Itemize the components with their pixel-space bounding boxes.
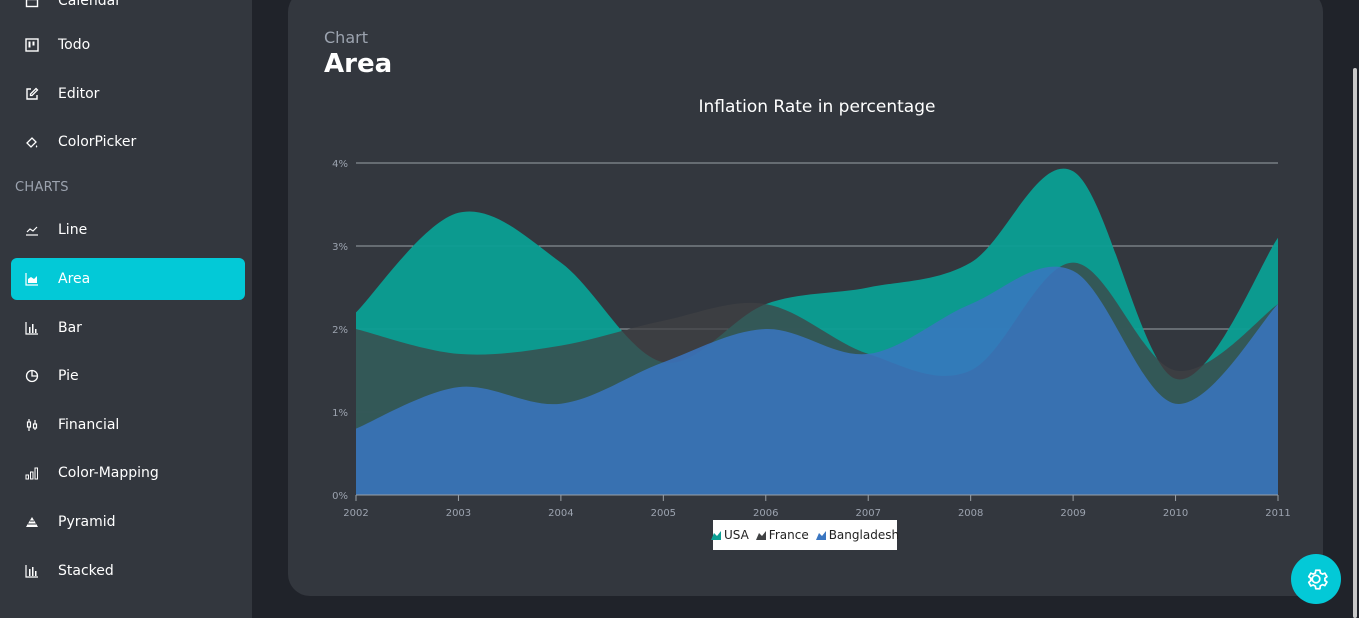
pie-chart-icon (25, 369, 39, 383)
sidebar-item-pie[interactable]: Pie (11, 355, 245, 397)
sidebar-item-label: Editor (58, 86, 100, 102)
candlestick-icon (25, 418, 39, 432)
x-tick-label: 2004 (548, 508, 573, 519)
color-mapping-icon (25, 466, 39, 480)
legend-bangladesh-area-icon (815, 530, 826, 540)
legend-usa-area-icon (710, 530, 721, 540)
y-tick-label: 3% (332, 242, 348, 253)
sidebar-item-label: Color-Mapping (58, 465, 159, 481)
x-tick-label: 2003 (446, 508, 471, 519)
legend-label-bangladesh: Bangladesh (828, 528, 900, 542)
sidebar-item-label: Financial (58, 417, 120, 433)
sidebar-item-stacked[interactable]: Stacked (11, 550, 245, 592)
bar-chart-icon (25, 321, 39, 335)
sidebar-item-line[interactable]: Line (11, 209, 245, 251)
x-tick-label: 2005 (651, 508, 676, 519)
area-chart: Inflation Rate in percentage 0% 1% 2% 3% 4% 20… (332, 97, 1291, 519)
sidebar-item-editor[interactable]: Editor (11, 73, 245, 115)
line-chart-icon (25, 223, 39, 237)
legend-label-france: France (768, 528, 809, 542)
legend-item-france[interactable]: France (755, 528, 809, 542)
x-tick-label: 2007 (855, 508, 880, 519)
sidebar-item-label: Todo (58, 37, 91, 53)
x-tick-label: 2009 (1060, 508, 1085, 519)
x-tick-label: 2008 (958, 508, 983, 519)
chart-title: Inflation Rate in percentage (699, 97, 936, 117)
page-title: Area (324, 49, 393, 79)
sidebar-item-color-mapping[interactable]: Color-Mapping (11, 452, 245, 494)
sidebar-item-calendar[interactable]: Calendar (11, 0, 245, 22)
sidebar-item-label: Area (58, 271, 91, 287)
calendar-icon (25, 0, 39, 8)
y-tick-label: 0% (332, 491, 348, 502)
y-tick-label: 1% (332, 408, 348, 419)
color-bucket-icon (25, 135, 39, 149)
sidebar-item-area[interactable]: Area (11, 258, 245, 300)
sidebar-item-label: Pie (58, 368, 79, 384)
page-category: Chart (324, 28, 368, 47)
legend-france-area-icon (755, 530, 766, 540)
area-chart-icon (25, 272, 39, 286)
sidebar-item-todo[interactable]: Todo (11, 24, 245, 66)
x-tick-label: 2010 (1163, 508, 1188, 519)
kanban-icon (25, 38, 39, 52)
gear-icon (1307, 569, 1328, 590)
edit-icon (25, 87, 39, 101)
sidebar-item-label: Stacked (58, 563, 114, 579)
legend-item-usa[interactable]: USA (710, 528, 749, 542)
sidebar-item-label: Pyramid (58, 514, 116, 530)
sidebar-item-label: Calendar (58, 0, 121, 9)
sidebar-item-label: Bar (58, 320, 82, 336)
pyramid-icon (25, 515, 39, 529)
legend-item-bangladesh[interactable]: Bangladesh (815, 528, 900, 542)
section-title-charts: CHARTS (15, 180, 69, 195)
settings-button[interactable] (1291, 554, 1341, 604)
area-series-bangladesh (356, 266, 1278, 495)
sidebar: Calendar Todo Editor ColorPicker CHARTS … (0, 0, 252, 618)
sidebar-item-financial[interactable]: Financial (11, 404, 245, 446)
sidebar-item-label: ColorPicker (58, 134, 137, 150)
y-tick-label: 2% (332, 325, 348, 336)
legend-label-usa: USA (723, 528, 749, 542)
sidebar-item-colorpicker[interactable]: ColorPicker (11, 121, 245, 163)
page-scrollbar[interactable] (1353, 68, 1357, 618)
x-tick-label: 2002 (343, 508, 368, 519)
x-tick-label: 2006 (753, 508, 778, 519)
x-tick-label: 2011 (1265, 508, 1290, 519)
y-tick-label: 4% (332, 159, 348, 170)
chart-legend: USA France Bangladesh (710, 520, 900, 550)
sidebar-item-label: Line (58, 222, 88, 238)
stacked-chart-icon (25, 564, 39, 578)
sidebar-item-pyramid[interactable]: Pyramid (11, 501, 245, 543)
sidebar-item-bar[interactable]: Bar (11, 307, 245, 349)
